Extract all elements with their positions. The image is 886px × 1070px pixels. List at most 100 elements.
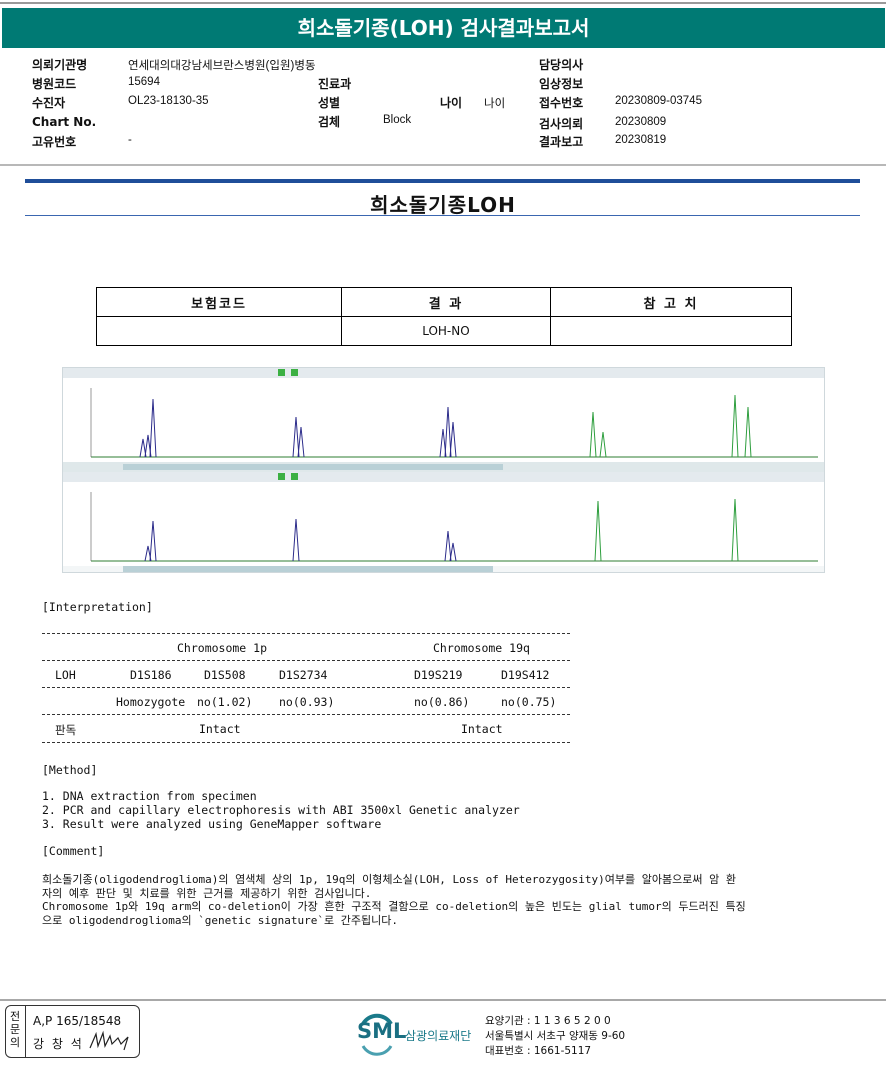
peak xyxy=(139,438,147,458)
hospital-code-label: 병원코드 xyxy=(32,77,77,91)
cell-reference xyxy=(549,316,793,346)
institution-label: 의뢰기관명 xyxy=(32,58,88,72)
receipt-value: 20230809-03745 xyxy=(615,95,702,107)
peak xyxy=(449,421,457,458)
comment-line: 으로 oligodendroglioma의 `genetic signature… xyxy=(42,914,398,927)
peak xyxy=(589,411,597,458)
peak xyxy=(297,426,305,458)
comment-line: Chromosome 1p와 19q arm의 co-deletion이 가장 … xyxy=(42,900,746,913)
divider xyxy=(0,164,886,166)
dash-rule xyxy=(42,742,570,743)
report-title: 희소돌기종(LOH) 검사결과보고서 xyxy=(2,8,885,48)
peak xyxy=(594,500,602,562)
logo-text: SML xyxy=(357,1019,407,1043)
electropherogram-image xyxy=(62,367,825,573)
specimen-value: Block xyxy=(383,114,412,126)
footer-line: 서울특별시 서초구 양재동 9-60 xyxy=(485,1030,626,1042)
marker: D1S2734 xyxy=(279,668,328,682)
panel-button-icon xyxy=(278,473,285,480)
sml-logo: SML 삼광의료재단 xyxy=(357,1010,471,1060)
method-item: 1. DNA extraction from specimen xyxy=(42,789,257,803)
peak xyxy=(149,520,157,562)
panel-toolbar xyxy=(63,368,824,378)
comment-line: 자의 예후 판단 및 치료를 위한 근거를 제공하기 위한 검사입니다. xyxy=(42,887,372,900)
sex-label: 성별 xyxy=(318,96,341,110)
ap-number: A,P 165/18548 xyxy=(33,1014,122,1028)
chr1p-label: Chromosome 1p xyxy=(177,641,268,655)
unique-no-label: 고유번호 xyxy=(32,135,77,149)
footer-divider xyxy=(0,999,886,1001)
clinical-label: 임상정보 xyxy=(539,77,584,91)
peak xyxy=(731,498,739,562)
peak xyxy=(744,406,752,458)
comment-line: 희소돌기종(oligodendroglioma)의 염색체 상의 1p, 19q… xyxy=(42,873,736,886)
marker-value: Homozygote xyxy=(116,695,186,709)
peak xyxy=(149,398,157,458)
peak xyxy=(599,431,607,458)
verdict-label: 판독 xyxy=(55,723,77,737)
institution-value: 연세대의대강남세브란스병원(입원)병동 xyxy=(128,60,316,72)
panel-toolbar xyxy=(63,472,824,482)
comment-heading: [Comment] xyxy=(42,844,105,858)
method-heading: [Method] xyxy=(42,763,98,777)
request-value: 20230809 xyxy=(615,116,667,128)
receipt-label: 접수번호 xyxy=(539,96,584,110)
doctor-name: 강 창 석 xyxy=(33,1037,84,1051)
marker: D1S508 xyxy=(204,668,246,682)
scrollbar-thumb xyxy=(123,464,503,470)
age-label: 나이 xyxy=(440,96,463,110)
peak xyxy=(144,545,152,562)
cell-result: LOH-NO xyxy=(340,316,551,346)
panel-button-icon xyxy=(291,369,298,376)
footer-line: 대표번호 : 1661-5117 xyxy=(485,1045,592,1057)
chr19q-label: Chromosome 19q xyxy=(433,641,530,655)
marker-value: no(0.93) xyxy=(279,695,335,709)
plot-area xyxy=(63,378,824,462)
peak xyxy=(144,434,152,458)
header-reference: 참 고 치 xyxy=(549,287,793,317)
interpretation-heading: [Interpretation] xyxy=(42,600,153,614)
marker-value: no(1.02) xyxy=(197,695,253,709)
marker-value: no(0.75) xyxy=(501,695,557,709)
panel-button-icon xyxy=(291,473,298,480)
dash-rule xyxy=(42,660,570,661)
scrollbar-thumb xyxy=(123,566,493,572)
header-result: 결 과 xyxy=(340,287,551,317)
panel-button-icon xyxy=(278,369,285,376)
doctor-label: 담당의사 xyxy=(539,58,584,72)
verdict-1p: Intact xyxy=(199,722,241,736)
plot-area xyxy=(63,482,824,566)
signature-image xyxy=(89,1030,129,1051)
box-divider xyxy=(25,1006,26,1057)
peak xyxy=(439,428,447,458)
dash-rule xyxy=(42,633,570,634)
section-rule-top xyxy=(25,179,860,183)
report-date-value: 20230819 xyxy=(615,134,667,146)
peak xyxy=(292,518,300,562)
request-label: 검사의뢰 xyxy=(539,117,584,131)
marker: D1S186 xyxy=(130,668,172,682)
loh-label: LOH xyxy=(55,668,76,682)
unique-no-value: - xyxy=(128,134,132,146)
peak xyxy=(444,406,452,458)
method-item: 2. PCR and capillary electrophoresis wit… xyxy=(42,803,520,817)
age-value: 나이 xyxy=(484,98,506,110)
patient-label: 수진자 xyxy=(32,96,66,110)
report-date-label: 결과보고 xyxy=(539,135,584,149)
top-rule xyxy=(0,2,886,4)
chart-no-label: Chart No. xyxy=(32,115,97,129)
electropherogram-plot xyxy=(63,368,824,572)
peak xyxy=(449,542,457,562)
signature-box: 전문의 A,P 165/18548 강 창 석 xyxy=(5,1005,140,1058)
peak xyxy=(444,530,452,562)
section-title: 희소돌기종LOH xyxy=(370,193,516,217)
dash-rule xyxy=(42,714,570,715)
marker-value: no(0.86) xyxy=(414,695,470,709)
org-name: 삼광의료재단 xyxy=(405,1029,472,1043)
cell-insurance-code xyxy=(96,316,342,346)
specimen-label: 검체 xyxy=(318,115,341,129)
logo-arc-icon xyxy=(361,1013,393,1056)
specialist-label: 전문의 xyxy=(10,1010,21,1049)
hospital-code-value: 15694 xyxy=(128,76,160,88)
